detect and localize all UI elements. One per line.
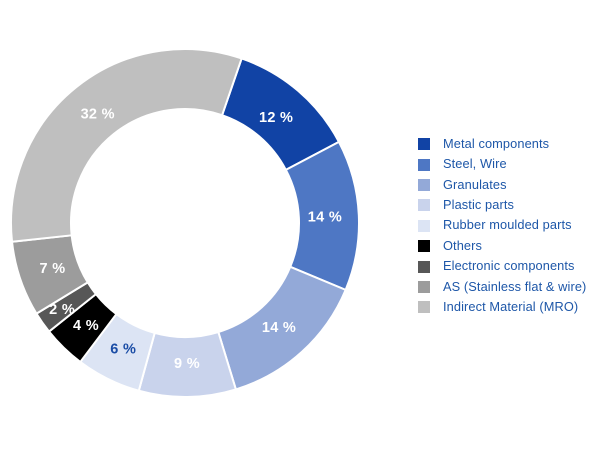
- slice-label: 32 %: [81, 107, 115, 123]
- legend-item-label: Rubber moulded parts: [443, 217, 572, 233]
- legend-item: Plastic parts: [418, 195, 586, 215]
- legend-item-label: Others: [443, 237, 483, 253]
- slice-label: 2 %: [49, 302, 75, 318]
- slice-label: 14 %: [262, 320, 296, 336]
- legend-swatch: [418, 219, 430, 232]
- slice-label: 4 %: [73, 318, 99, 334]
- legend-swatch: [418, 280, 430, 293]
- legend-item-label: Steel, Wire: [443, 156, 507, 172]
- legend-item: Rubber moulded parts: [418, 216, 586, 236]
- legend-item: AS (Stainless flat & wire): [418, 277, 586, 297]
- legend-swatch: [418, 138, 430, 151]
- slice-label: 9 %: [174, 356, 200, 372]
- slice-label: 6 %: [110, 342, 136, 358]
- legend: Metal components Steel, Wire Granulates Pla…: [418, 134, 586, 318]
- legend-item-label: AS (Stainless flat & wire): [443, 278, 587, 294]
- legend-item: Electronic components: [418, 256, 586, 276]
- donut-segment: [10, 48, 243, 243]
- slice-label: 14 %: [308, 210, 342, 226]
- legend-item: Granulates: [418, 175, 586, 195]
- legend-item-label: Electronic components: [443, 258, 575, 274]
- legend-item: Others: [418, 236, 586, 256]
- legend-item: Metal components: [418, 134, 586, 154]
- legend-item-label: Metal components: [443, 135, 550, 151]
- slice-label: 7 %: [40, 261, 66, 277]
- legend-swatch: [418, 260, 430, 273]
- legend-swatch: [418, 301, 430, 314]
- legend-swatch: [418, 240, 430, 253]
- legend-swatch: [418, 158, 430, 171]
- legend-swatch: [418, 199, 430, 212]
- legend-item: Indirect Material (MRO): [418, 297, 586, 317]
- slice-label: 12 %: [259, 110, 293, 126]
- legend-swatch: [418, 178, 430, 191]
- legend-item-label: Indirect Material (MRO): [443, 298, 579, 314]
- legend-item-label: Plastic parts: [443, 196, 514, 212]
- legend-item-label: Granulates: [443, 176, 507, 192]
- legend-item: Steel, Wire: [418, 154, 586, 174]
